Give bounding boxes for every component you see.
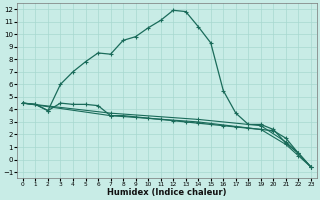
X-axis label: Humidex (Indice chaleur): Humidex (Indice chaleur) — [107, 188, 227, 197]
